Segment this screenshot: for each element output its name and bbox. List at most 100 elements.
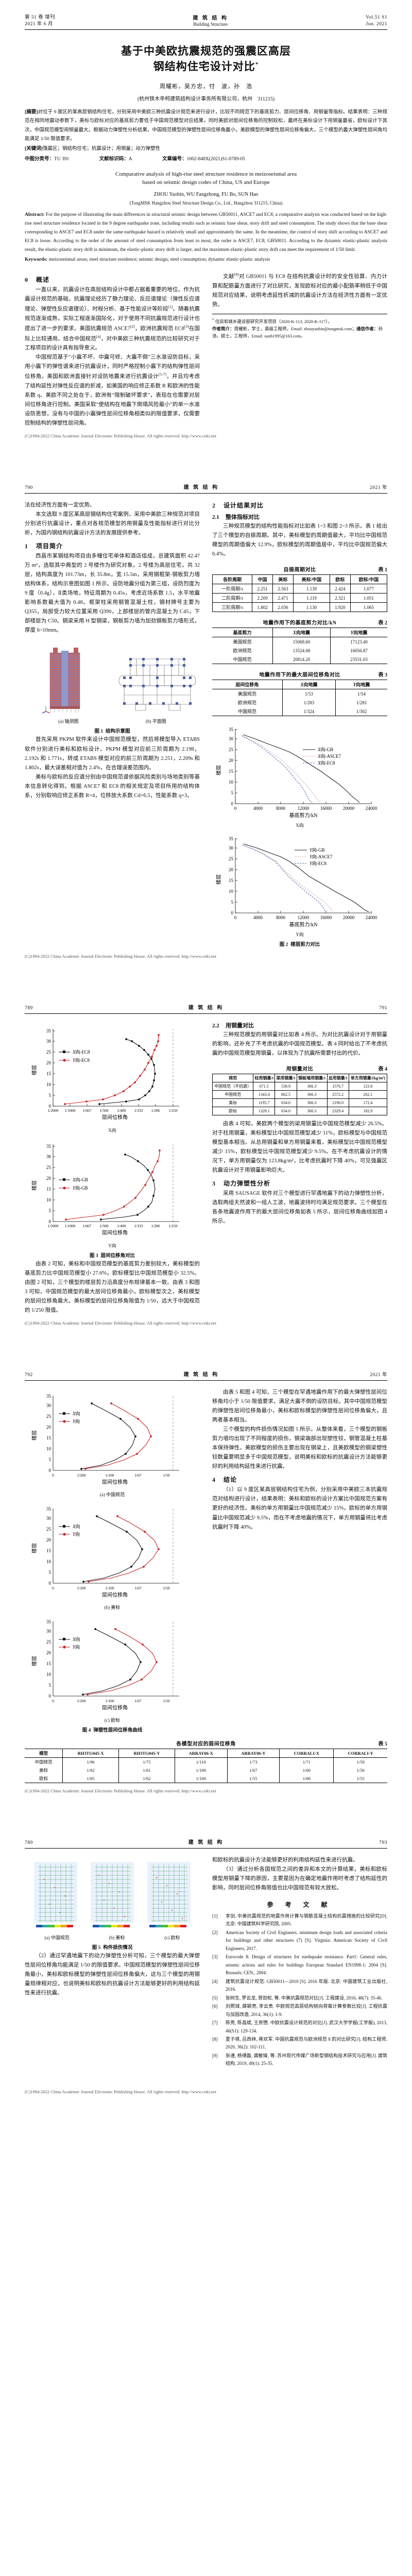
section-title-2-1: 整体指标对比 [226,514,260,520]
svg-text:5: 5 [49,1093,52,1098]
table-3-header-cell: 层间位移角 [212,680,283,690]
paragraph-2-2-1: 三种规范模型的用钢量对比如表 4 所示。为对比抗震设计对于用钢量的影响，还补充了… [212,1031,387,1056]
column-left-page5: (a) 中国规范 (b) 美标 (c) 欧标 图 5 构件损伤情况 （2）通过罕… [25,1856,200,2069]
svg-text:1/667: 1/667 [82,1224,91,1228]
svg-text:30: 30 [46,1039,52,1044]
svg-text:楼层: 楼层 [31,1430,38,1440]
figure-4-number: 图 4 [82,1727,91,1733]
table-5-caption: 各模型对应的层间位移角 表 5 [25,1739,387,1747]
figure-1-title: 结构示意图 [105,729,130,735]
svg-text:24000: 24000 [366,915,377,920]
figure-1: (a) 轴测图 (b) 平面图 图 1 结构示意图 [25,639,200,734]
svg-text:Y向-GB: Y向-GB [310,847,325,853]
column-right-page5: 和欧标的抗震设计方法能够更好的利用结构延性来进行抗震。 （3）通过分析各国规范之… [212,1856,387,2069]
journal-volume-en: Vol.51 S1 Jun. 2021 [366,14,387,28]
figure-1b-caption: (b) 平面图 [146,719,166,724]
table-1-header-cell: 各阶周期 [212,574,253,585]
paragraph-0-2: 中国规范基于“小震不坏、中震可修、大震不倒”三水准设防目标，采用小震下的弹性谱来… [25,354,200,427]
figure-1b-plan-view [118,658,196,711]
svg-text:1/250: 1/250 [168,1224,177,1228]
svg-text:楼层: 楼层 [31,1543,38,1553]
figure-5a-caption: (a) 中国规范 [44,1935,70,1940]
journal-name-en: Building Structure [193,22,228,27]
footnote-bio: 作者简介：周耀彬，学士，高级工程师，Email: zhouyaobin@tong… [212,326,383,338]
svg-text:1/200: 1/200 [77,1586,85,1590]
column-right-page1: 文献[8]对 GB50011 与 EC8 在结构抗震设计时的安全性验算、内力计算… [212,272,387,428]
chart-fig2-y-xlabel: 基底剪力/kN [289,921,318,928]
chart-fig4-c: 0 5 10 15 20 25 30 35 0 1/200 1/100 1/67 1/50 层间… [31,1619,179,1711]
title-line-2: 钢结构住宅设计对比 [153,60,255,73]
chart-fig3-x-xlabel: 层间位移角 [102,1114,128,1121]
table-5-header-cell: 模型 [25,1748,63,1758]
list-item: [6] 刘照球, 薛颖亮, 李云贵. 中欧规范高层结构侧向荷载计算参数比较[J].… [212,2004,387,2017]
svg-text:25: 25 [46,1049,52,1055]
svg-text:5: 5 [231,790,234,795]
svg-text:X向: X向 [72,1411,80,1416]
journal-volume-cn: 第 51 卷 增刊 2021 年 6 月 [25,14,55,28]
svg-text:24000: 24000 [366,806,377,811]
clc-label: 中图分类号： [25,156,55,162]
classification-line: 中图分类号：TU 391 文献标识码：A 文章编号：1002-848X(2021… [25,155,387,162]
paragraph-2-1-2: 由表 2 可知，美标和中国规范模型的基底剪力差别较大，美标模型的基底剪力比中国规… [25,1261,200,1314]
keywords-text-cn: 强震区；钢结构住宅；抗震设计；用钢量；动力弹塑性 [42,146,160,151]
svg-text:20: 20 [46,1425,52,1430]
article-id-value: 1002-848X(2021)S1-0789-05 [186,156,245,162]
svg-text:5: 5 [231,900,234,905]
table-4-header-cell: 梁用钢量/t [274,1074,297,1083]
journal-date-en-line: Jun. 2021 [366,21,387,27]
table-row: 美国规范 1/53 1/54 [212,689,387,699]
svg-text:0: 0 [49,1104,52,1109]
svg-text:X向-EC8: X向-EC8 [317,760,335,766]
column-left-page4: 0 5 10 15 20 25 30 35 0 1/200 1/100 1/67 1/50 层间… [25,1388,200,1734]
svg-text:X向-ASCE7: X向-ASCE7 [317,753,341,759]
list-item: [2] American Society of Civil Engineers. … [212,1929,387,1951]
svg-text:10: 10 [46,1559,52,1564]
svg-text:5: 5 [49,1457,52,1462]
page-4: 792 建 筑 结 构 2021 年 0 5 10 15 20 25 30 35 0 1/2… [0,1326,412,1793]
journal-volume-en-line: Vol.51 S1 [366,15,387,20]
figure-2: 0 5 10 15 20 25 30 35 [212,721,387,947]
svg-text:1/67: 1/67 [134,1473,142,1478]
svg-text:1/100: 1/100 [105,1699,114,1703]
svg-text:0: 0 [234,806,237,811]
section-title-2: 设计结果对比 [224,501,264,509]
paragraph-3-2: 由表 5 和图 4 可知，三个模型在罕遇地震作用下的最大弹塑性层间位移角均小于 … [212,1389,387,1423]
figure-2-title: 楼层剪力对比 [290,942,320,948]
table-3-number: 表 3 [378,672,388,679]
svg-text:Y向: Y向 [73,1531,80,1537]
svg-text:0: 0 [52,1699,54,1703]
svg-text:1/50: 1/50 [163,1586,170,1590]
svg-text:15: 15 [229,878,234,883]
section-title-1: 项目简介 [36,543,63,550]
svg-text:1/286: 1/286 [151,1224,160,1228]
svg-text:10: 10 [46,1197,52,1202]
table-2-title: 地震作用下的基底剪力对比/kN [263,620,337,626]
header-rule-page4 [25,1380,387,1381]
table-row: 各阶周期 中国 美标 美标/中国 欧标 欧标/中国 [212,574,388,585]
svg-text:层间位移角: 层间位移角 [102,1479,128,1485]
svg-text:0: 0 [231,910,234,916]
chart-fig3-y-xlabel: 层间位移角 [102,1229,128,1236]
axis-triad-icon-3d [42,706,50,714]
figure-5b-damage-model [91,1861,134,1927]
english-author-list: ZHOU Yaobin, WU Fangzhong, FU Bo, SUN Ha… [153,191,259,197]
svg-text:0: 0 [52,1586,54,1590]
body-columns-page1: 0 概述 一直以来，抗震设计在高层结构设计中都占据着重要的地位。作为抗震设计规范的… [25,272,387,428]
chart-fig4-a: 0 5 10 15 20 25 30 35 0 1/200 1/100 1/67 1/50 层间… [31,1394,179,1485]
svg-text:30: 30 [46,1154,52,1159]
table-3: 层间位移角 X向地震 Y向地震 美国规范 1/53 1/54 欧洲规范 1/283 1/… [212,680,387,717]
svg-text:层间位移角: 层间位移角 [102,1591,128,1598]
svg-text:25: 25 [46,1165,52,1170]
english-title-line-1: Comparative analysis of high-rise steel … [115,171,297,177]
list-item: [7] 陈亮, 陈昌斌, 王庶懋. 中欧抗震设计规范的对比[J]. 武汉大学学报(… [212,2020,387,2033]
list-item: [9] 张谨, 杨律磊, 龚敏锋, 等. 苏州现代传媒广场新型钢结构技术研究与应用… [212,2053,387,2066]
svg-text:10: 10 [46,1082,52,1087]
section-heading-3: 3 动力弹塑性分析 [212,1179,387,1188]
svg-text:0: 0 [52,1473,54,1478]
svg-text:1/67: 1/67 [134,1586,142,1590]
table-row: 中国规范 20814.20 23531.03 [212,655,387,665]
svg-text:16000: 16000 [320,915,332,920]
table-row: 美国规范 15068.60 17123.40 [212,637,387,647]
svg-text:1/333: 1/333 [134,1108,143,1113]
doc-code-value: A [128,156,132,162]
